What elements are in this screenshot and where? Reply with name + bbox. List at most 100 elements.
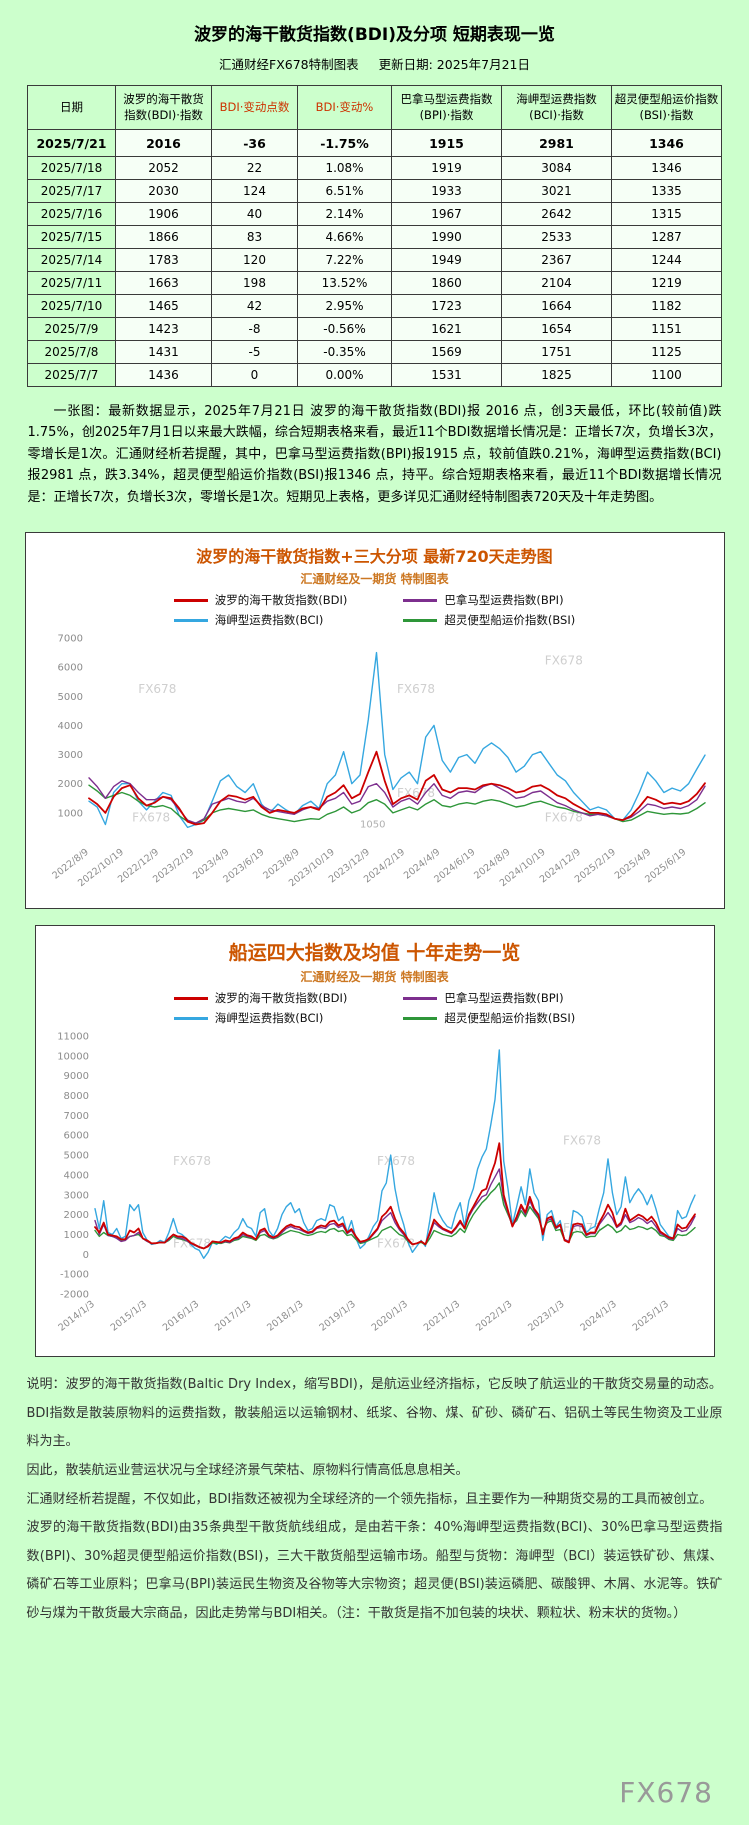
svg-text:2016/1/3: 2016/1/3 xyxy=(160,1299,200,1334)
chart-720-title: 波罗的海干散货指数+三大分项 最新720天走势图 xyxy=(196,547,553,567)
value-cell: 1151 xyxy=(611,317,722,341)
svg-text:6000: 6000 xyxy=(63,1131,88,1142)
column-header: 超灵便型船运价指数(BSI)·指数 xyxy=(611,85,722,130)
chart-10y-subtitle: 汇通财经及一期货 特制图表 xyxy=(300,970,449,985)
value-cell: 1783 xyxy=(115,248,212,272)
column-header: BDI·变动% xyxy=(297,85,392,130)
value-cell: 1346 xyxy=(611,129,722,157)
value-cell: 1723 xyxy=(391,294,502,318)
svg-text:FX678: FX678 xyxy=(132,811,170,825)
value-cell: -5 xyxy=(211,340,298,364)
page-title: 波罗的海干散货指数(BDI)及分项 短期表现一览 xyxy=(194,25,555,45)
date-cell: 2025/7/15 xyxy=(27,225,116,249)
svg-text:2019/1/3: 2019/1/3 xyxy=(317,1299,357,1334)
column-header: 波罗的海干散货指数(BDI)·指数 xyxy=(115,85,212,130)
svg-text:7000: 7000 xyxy=(63,1111,88,1122)
svg-text:-2000: -2000 xyxy=(59,1290,88,1301)
legend-swatch-bdi xyxy=(173,598,208,602)
table-row: 2025/7/14 1783 120 7.22% 1949 2367 1244 xyxy=(27,248,722,272)
update-date: 更新日期: 2025年7月21日 xyxy=(378,57,530,72)
table-subtitle: 汇通财经FX678特制图表 更新日期: 2025年7月21日 xyxy=(0,54,749,73)
legend-label: 巴拿马型运费指数(BPI) xyxy=(444,593,564,608)
table-row: 2025/7/21 2016 -36 -1.75% 1915 2981 1346 xyxy=(27,129,722,157)
svg-text:4000: 4000 xyxy=(57,721,82,732)
footer-paragraph: 波罗的海干散货指数(BDI)由35条典型干散货航线组成，是由若干条：40%海岬型… xyxy=(26,1520,723,1621)
chart-10y-title: 船运四大指数及均值 十年走势一览 xyxy=(228,942,521,965)
date-cell: 2025/7/9 xyxy=(27,317,116,341)
date-cell: 2025/7/16 xyxy=(27,202,116,226)
value-cell: 1919 xyxy=(391,156,502,180)
column-header: 巴拿马型运费指数(BPI)·指数 xyxy=(391,85,502,130)
chart-source-label: 汇通财经FX678特制图表 xyxy=(219,57,359,72)
table-row: 2025/7/11 1663 198 13.52% 1860 2104 1219 xyxy=(27,271,722,295)
bdi-short-term-table: 日期 波罗的海干散货指数(BDI)·指数 BDI·变动点数 BDI·变动% 巴拿马型运费… xyxy=(27,85,722,387)
legend-item-bsi: 超灵便型船运价指数(BSI) xyxy=(403,612,575,628)
table-row: 2025/7/17 2030 124 6.51% 1933 3021 1335 xyxy=(27,179,722,203)
value-cell: 2533 xyxy=(501,225,612,249)
svg-text:7000: 7000 xyxy=(57,634,82,645)
svg-text:FX678: FX678 xyxy=(377,1237,415,1251)
legend-label: 海岬型运费指数(BCI) xyxy=(214,613,324,628)
table-header-row: 日期 波罗的海干散货指数(BDI)·指数 BDI·变动点数 BDI·变动% 巴拿马型运费… xyxy=(27,85,722,130)
svg-text:2022/1/3: 2022/1/3 xyxy=(474,1299,514,1334)
value-cell: 2367 xyxy=(501,248,612,272)
value-cell: -0.56% xyxy=(297,317,392,341)
chart-10y-legend: 波罗的海干散货指数(BDI) 巴拿马型运费指数(BPI) 海岬型运费指数(BCI) 超… xyxy=(36,990,714,1026)
value-cell: 1315 xyxy=(611,202,722,226)
svg-text:FX678: FX678 xyxy=(544,811,582,825)
value-cell: -36 xyxy=(211,129,298,157)
svg-text:2000: 2000 xyxy=(57,779,82,790)
value-cell: 1423 xyxy=(115,317,212,341)
svg-text:3000: 3000 xyxy=(63,1190,88,1201)
legend-item-bpi: 巴拿马型运费指数(BPI) xyxy=(403,990,575,1006)
legend-swatch-bdi xyxy=(173,996,208,1000)
value-cell: 1933 xyxy=(391,179,502,203)
svg-text:4000: 4000 xyxy=(63,1171,88,1182)
svg-text:11000: 11000 xyxy=(57,1032,89,1043)
value-cell: 1125 xyxy=(611,340,722,364)
value-cell: 7.22% xyxy=(297,248,392,272)
value-cell: 40 xyxy=(211,202,298,226)
value-cell: 1915 xyxy=(391,129,502,157)
svg-text:2021/1/3: 2021/1/3 xyxy=(421,1299,461,1334)
value-cell: 2016 xyxy=(115,129,212,157)
svg-text:1000: 1000 xyxy=(63,1230,88,1241)
value-cell: 1866 xyxy=(115,225,212,249)
svg-text:3000: 3000 xyxy=(57,750,82,761)
value-cell: 1860 xyxy=(391,271,502,295)
footer-paragraph: BDI指数是散装原物料的运费指数，散装船运以运输钢材、纸浆、谷物、煤、矿砂、磷矿… xyxy=(26,1405,723,1450)
date-cell: 2025/7/21 xyxy=(27,129,116,157)
value-cell: 1219 xyxy=(611,271,722,295)
value-cell: 2104 xyxy=(501,271,612,295)
value-cell: 1335 xyxy=(611,179,722,203)
chart-720-legend: 波罗的海干散货指数(BDI) 巴拿马型运费指数(BPI) 海岬型运费指数(BCI) 超… xyxy=(26,592,724,628)
value-cell: -0.35% xyxy=(297,340,392,364)
value-cell: 1663 xyxy=(115,271,212,295)
value-cell: 2.95% xyxy=(297,294,392,318)
footer-paragraph: 汇通财经析若提醒，不仅如此，BDI指数还被视为全球经济的一个领先指标，且主要作为… xyxy=(26,1491,713,1507)
svg-text:6000: 6000 xyxy=(57,663,82,674)
svg-text:1050: 1050 xyxy=(360,820,385,831)
legend-swatch-bci xyxy=(173,618,208,622)
legend-label: 波罗的海干散货指数(BDI) xyxy=(214,593,348,608)
value-cell: 1751 xyxy=(501,340,612,364)
legend-label: 超灵便型船运价指数(BSI) xyxy=(444,613,576,628)
date-cell: 2025/7/7 xyxy=(27,363,116,387)
svg-text:5000: 5000 xyxy=(63,1151,88,1162)
table-row: 2025/7/18 2052 22 1.08% 1919 3084 1346 xyxy=(27,156,722,180)
value-cell: 1465 xyxy=(115,294,212,318)
legend-item-bdi: 波罗的海干散货指数(BDI) xyxy=(173,592,348,608)
value-cell: 42 xyxy=(211,294,298,318)
legend-item-bsi: 超灵便型船运价指数(BSI) xyxy=(403,1010,575,1026)
legend-label: 巴拿马型运费指数(BPI) xyxy=(444,991,564,1006)
value-cell: -1.75% xyxy=(297,129,392,157)
date-cell: 2025/7/10 xyxy=(27,294,116,318)
table-row: 2025/7/9 1423 -8 -0.56% 1621 1654 1151 xyxy=(27,317,722,341)
table-row: 2025/7/16 1906 40 2.14% 1967 2642 1315 xyxy=(27,202,722,226)
footer-paragraph: 因此，散装航运业营运状况与全球经济景气荣枯、原物料行情高低息息相关。 xyxy=(26,1462,469,1478)
value-cell: 4.66% xyxy=(297,225,392,249)
svg-text:-1000: -1000 xyxy=(59,1270,88,1281)
legend-swatch-bsi xyxy=(403,1016,438,1020)
svg-text:FX678: FX678 xyxy=(173,1154,211,1168)
